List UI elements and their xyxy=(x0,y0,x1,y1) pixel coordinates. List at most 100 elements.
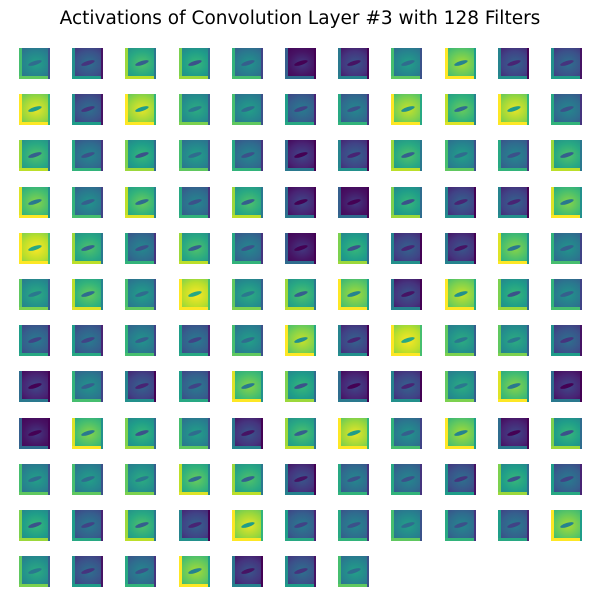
activation-map-tile xyxy=(231,371,263,403)
activation-map-tile xyxy=(19,186,50,218)
activation-map-tile xyxy=(391,48,423,79)
activation-map-tile xyxy=(285,556,316,588)
activation-map-tile xyxy=(125,556,157,588)
activation-map-tile xyxy=(231,140,263,172)
activation-map-tile xyxy=(125,94,157,126)
activation-map-tile xyxy=(178,94,210,126)
activation-map-tile xyxy=(231,232,263,264)
activation-map-tile xyxy=(72,510,104,541)
activation-map-tile xyxy=(19,94,50,126)
activation-map-tile xyxy=(338,232,370,264)
activation-map-tile xyxy=(19,510,50,541)
activation-map-tile xyxy=(285,371,316,403)
activation-map-tile xyxy=(19,371,50,403)
activation-map-tile xyxy=(285,417,316,449)
activation-map-tile xyxy=(72,325,104,357)
activation-map-tile xyxy=(497,140,529,172)
activation-map-tile xyxy=(391,325,423,357)
activation-map-tile xyxy=(497,186,529,218)
activation-map-tile xyxy=(551,371,582,403)
activation-map-tile xyxy=(391,279,423,310)
activation-map-tile xyxy=(231,279,263,310)
activation-map-tile xyxy=(338,279,370,310)
activation-map-tile xyxy=(178,417,210,449)
activation-map-tile xyxy=(125,186,157,218)
activation-map-tile xyxy=(551,140,582,172)
activation-map-tile xyxy=(231,186,263,218)
activation-map-tile xyxy=(178,463,210,495)
activation-map-tile xyxy=(285,94,316,126)
activation-map-tile xyxy=(551,232,582,264)
activation-map-tile xyxy=(231,48,263,79)
activation-map-tile xyxy=(72,186,104,218)
activation-map-tile xyxy=(497,417,529,449)
activation-map-tile xyxy=(444,417,476,449)
activation-map-tile xyxy=(551,325,582,357)
activation-map-tile xyxy=(497,463,529,495)
activation-map-tile xyxy=(444,279,476,310)
activation-map-tile xyxy=(338,463,370,495)
activation-map-tile xyxy=(338,140,370,172)
activation-map-tile xyxy=(125,48,157,79)
activation-map-tile xyxy=(231,510,263,541)
activation-map-tile xyxy=(497,325,529,357)
activation-map-tile xyxy=(285,232,316,264)
activation-map-tile xyxy=(444,186,476,218)
activation-map-tile xyxy=(72,463,104,495)
activation-map-tile xyxy=(125,325,157,357)
activation-map-tile xyxy=(497,94,529,126)
activation-map-tile xyxy=(19,417,50,449)
activation-map-tile xyxy=(72,140,104,172)
activation-map-tile xyxy=(125,279,157,310)
activation-map-tile xyxy=(72,232,104,264)
activation-map-tile xyxy=(391,140,423,172)
activation-map-tile xyxy=(72,94,104,126)
activation-map-tile xyxy=(444,94,476,126)
activation-map-tile xyxy=(338,371,370,403)
activation-map-tile xyxy=(72,48,104,79)
activation-map-tile xyxy=(391,463,423,495)
activation-map-tile xyxy=(391,94,423,126)
activation-map-tile xyxy=(178,232,210,264)
activation-map-tile xyxy=(285,140,316,172)
activation-map-tile xyxy=(178,371,210,403)
activation-map-tile xyxy=(125,371,157,403)
activation-map-tile xyxy=(551,417,582,449)
activation-map-tile xyxy=(338,556,370,588)
activation-map-tile xyxy=(444,371,476,403)
activation-map-tile xyxy=(19,279,50,310)
activation-map-tile xyxy=(72,556,104,588)
activation-map-tile xyxy=(497,232,529,264)
activation-map-tile xyxy=(551,48,582,79)
activation-map-tile xyxy=(391,186,423,218)
activation-map-tile xyxy=(444,140,476,172)
activation-map-tile xyxy=(125,417,157,449)
activation-map-tile xyxy=(285,325,316,357)
activation-map-tile xyxy=(391,510,423,541)
activation-map-tile xyxy=(231,463,263,495)
activation-map-tile xyxy=(178,140,210,172)
activation-map-tile xyxy=(178,325,210,357)
activation-map-tile xyxy=(338,94,370,126)
activation-map-tile xyxy=(444,232,476,264)
activation-map-tile xyxy=(285,279,316,310)
activation-map-tile xyxy=(551,94,582,126)
activation-map-tile xyxy=(231,556,263,588)
activation-map-tile xyxy=(125,140,157,172)
activation-map-tile xyxy=(551,463,582,495)
activation-map-tile xyxy=(338,417,370,449)
activation-map-tile xyxy=(444,325,476,357)
activation-map-tile xyxy=(72,417,104,449)
figure-title: Activations of Convolution Layer #3 with… xyxy=(59,8,541,29)
activation-map-tile xyxy=(551,186,582,218)
activation-map-tile xyxy=(72,371,104,403)
activation-map-tile xyxy=(19,463,50,495)
activation-map-tile xyxy=(391,417,423,449)
activation-map-tile xyxy=(178,510,210,541)
activation-map-tile xyxy=(391,371,423,403)
activation-map-tile xyxy=(338,510,370,541)
activation-map-tile xyxy=(19,48,50,79)
activation-map-tile xyxy=(444,510,476,541)
activation-map-tile xyxy=(285,463,316,495)
